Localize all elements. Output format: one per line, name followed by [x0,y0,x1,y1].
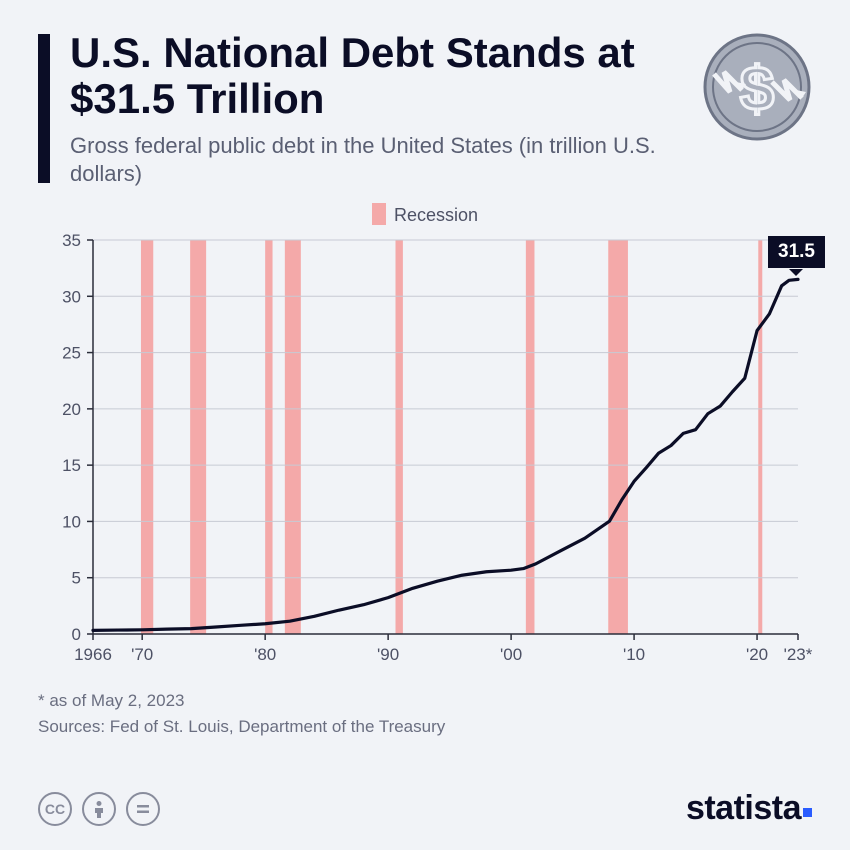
header: U.S. National Debt Stands at $31.5 Trill… [38,30,812,187]
svg-text:'23*: '23* [784,645,812,664]
cc-by-icon [82,792,116,826]
svg-text:25: 25 [62,344,81,363]
svg-text:'80: '80 [254,645,276,664]
svg-text:15: 15 [62,457,81,476]
brand-dot-icon [803,808,812,817]
title-accent-bar [38,34,50,183]
footnote-date: * as of May 2, 2023 [38,688,812,714]
cc-nd-icon [126,792,160,826]
svg-text:'10: '10 [623,645,645,664]
footer: CC statista [38,789,812,828]
cc-icon: CC [38,792,72,826]
svg-text:'20: '20 [746,645,768,664]
svg-text:30: 30 [62,288,81,307]
svg-text:0: 0 [72,625,81,644]
license-icons: CC [38,792,160,826]
subtitle: Gross federal public debt in the United … [70,132,682,187]
legend-label: Recession [394,205,478,225]
legend-swatch-recession [372,203,386,225]
svg-text:'90: '90 [377,645,399,664]
svg-text:1966: 1966 [74,645,112,664]
svg-text:5: 5 [72,569,81,588]
end-value-callout: 31.5 [768,236,825,268]
brand-logo: statista [686,789,812,828]
svg-text:'70: '70 [131,645,153,664]
svg-text:35: 35 [62,232,81,250]
title-block: U.S. National Debt Stands at $31.5 Trill… [70,30,682,187]
svg-text:$: $ [740,55,774,124]
footnote-sources: Sources: Fed of St. Louis, Department of… [38,714,812,740]
svg-text:'00: '00 [500,645,522,664]
svg-text:10: 10 [62,513,81,532]
brand-text: statista [686,789,801,827]
svg-text:20: 20 [62,400,81,419]
page-title: U.S. National Debt Stands at $31.5 Trill… [70,30,682,122]
dollar-coin-icon: $ [702,32,812,142]
legend: Recession [38,203,812,226]
debt-line-chart: 0 5 10 15 20 25 30 35 1966 '70 '80 '90 '00 '10 '20 '23*… [38,232,812,672]
chart-footnote: * as of May 2, 2023 Sources: Fed of St. … [38,688,812,739]
